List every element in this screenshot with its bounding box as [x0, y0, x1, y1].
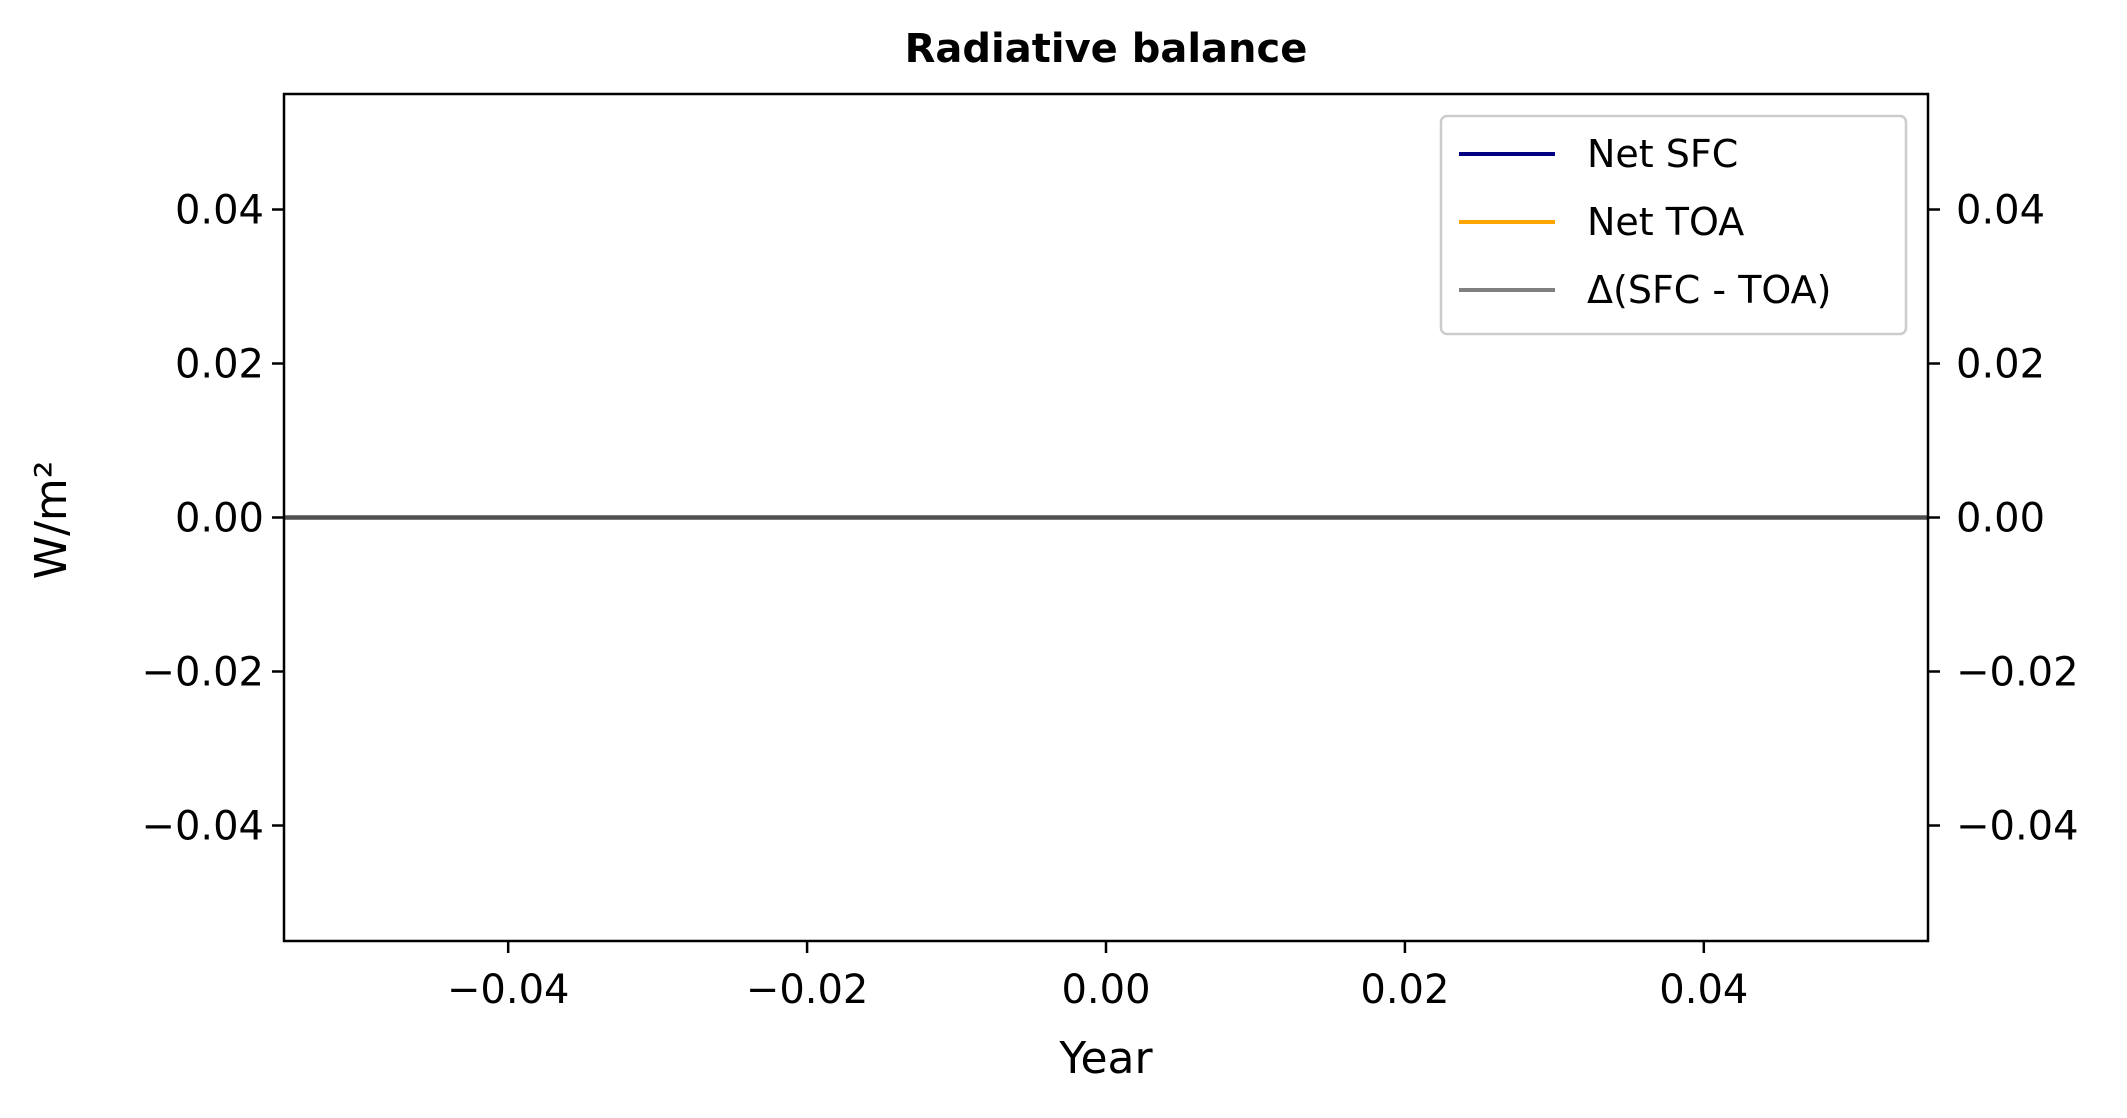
- x-tick-label: 0.02: [1360, 967, 1449, 1013]
- right-y-tick-label: 0.04: [1956, 188, 2045, 234]
- right-y-tick-label: −0.02: [1956, 650, 2079, 696]
- x-tick-label: 0.04: [1659, 967, 1748, 1013]
- y-tick-label: −0.02: [141, 650, 264, 696]
- plot-area: −0.04 −0.02 0.00 0.02 0.04 0.04 0.02 0.00 −0.02 −…: [141, 92, 2079, 1013]
- right-y-tick-label: −0.04: [1956, 804, 2079, 850]
- y-tick-label: 0.04: [175, 188, 264, 234]
- y-tick-label: −0.04: [141, 804, 264, 850]
- x-tick-label: −0.02: [746, 967, 869, 1013]
- legend-label-2: Δ(SFC - TOA): [1587, 268, 1831, 312]
- legend: Net SFC Net TOA Δ(SFC - TOA): [1439, 114, 1908, 336]
- legend-label-0: Net SFC: [1587, 132, 1738, 176]
- x-tick-label: −0.04: [447, 967, 570, 1013]
- y-tick-label: 0.02: [175, 342, 264, 388]
- right-y-tick-label: 0.00: [1956, 496, 2045, 542]
- right-y-tick-label: 0.02: [1956, 342, 2045, 388]
- x-tick-label: 0.00: [1061, 967, 1150, 1013]
- chart-title: Radiative balance: [905, 26, 1308, 72]
- x-axis-label: Year: [1058, 1033, 1153, 1084]
- y-tick-label: 0.00: [175, 496, 264, 542]
- y-axis-label: W/m²: [26, 461, 77, 580]
- legend-box: [1439, 114, 1908, 336]
- legend-label-1: Net TOA: [1587, 200, 1744, 244]
